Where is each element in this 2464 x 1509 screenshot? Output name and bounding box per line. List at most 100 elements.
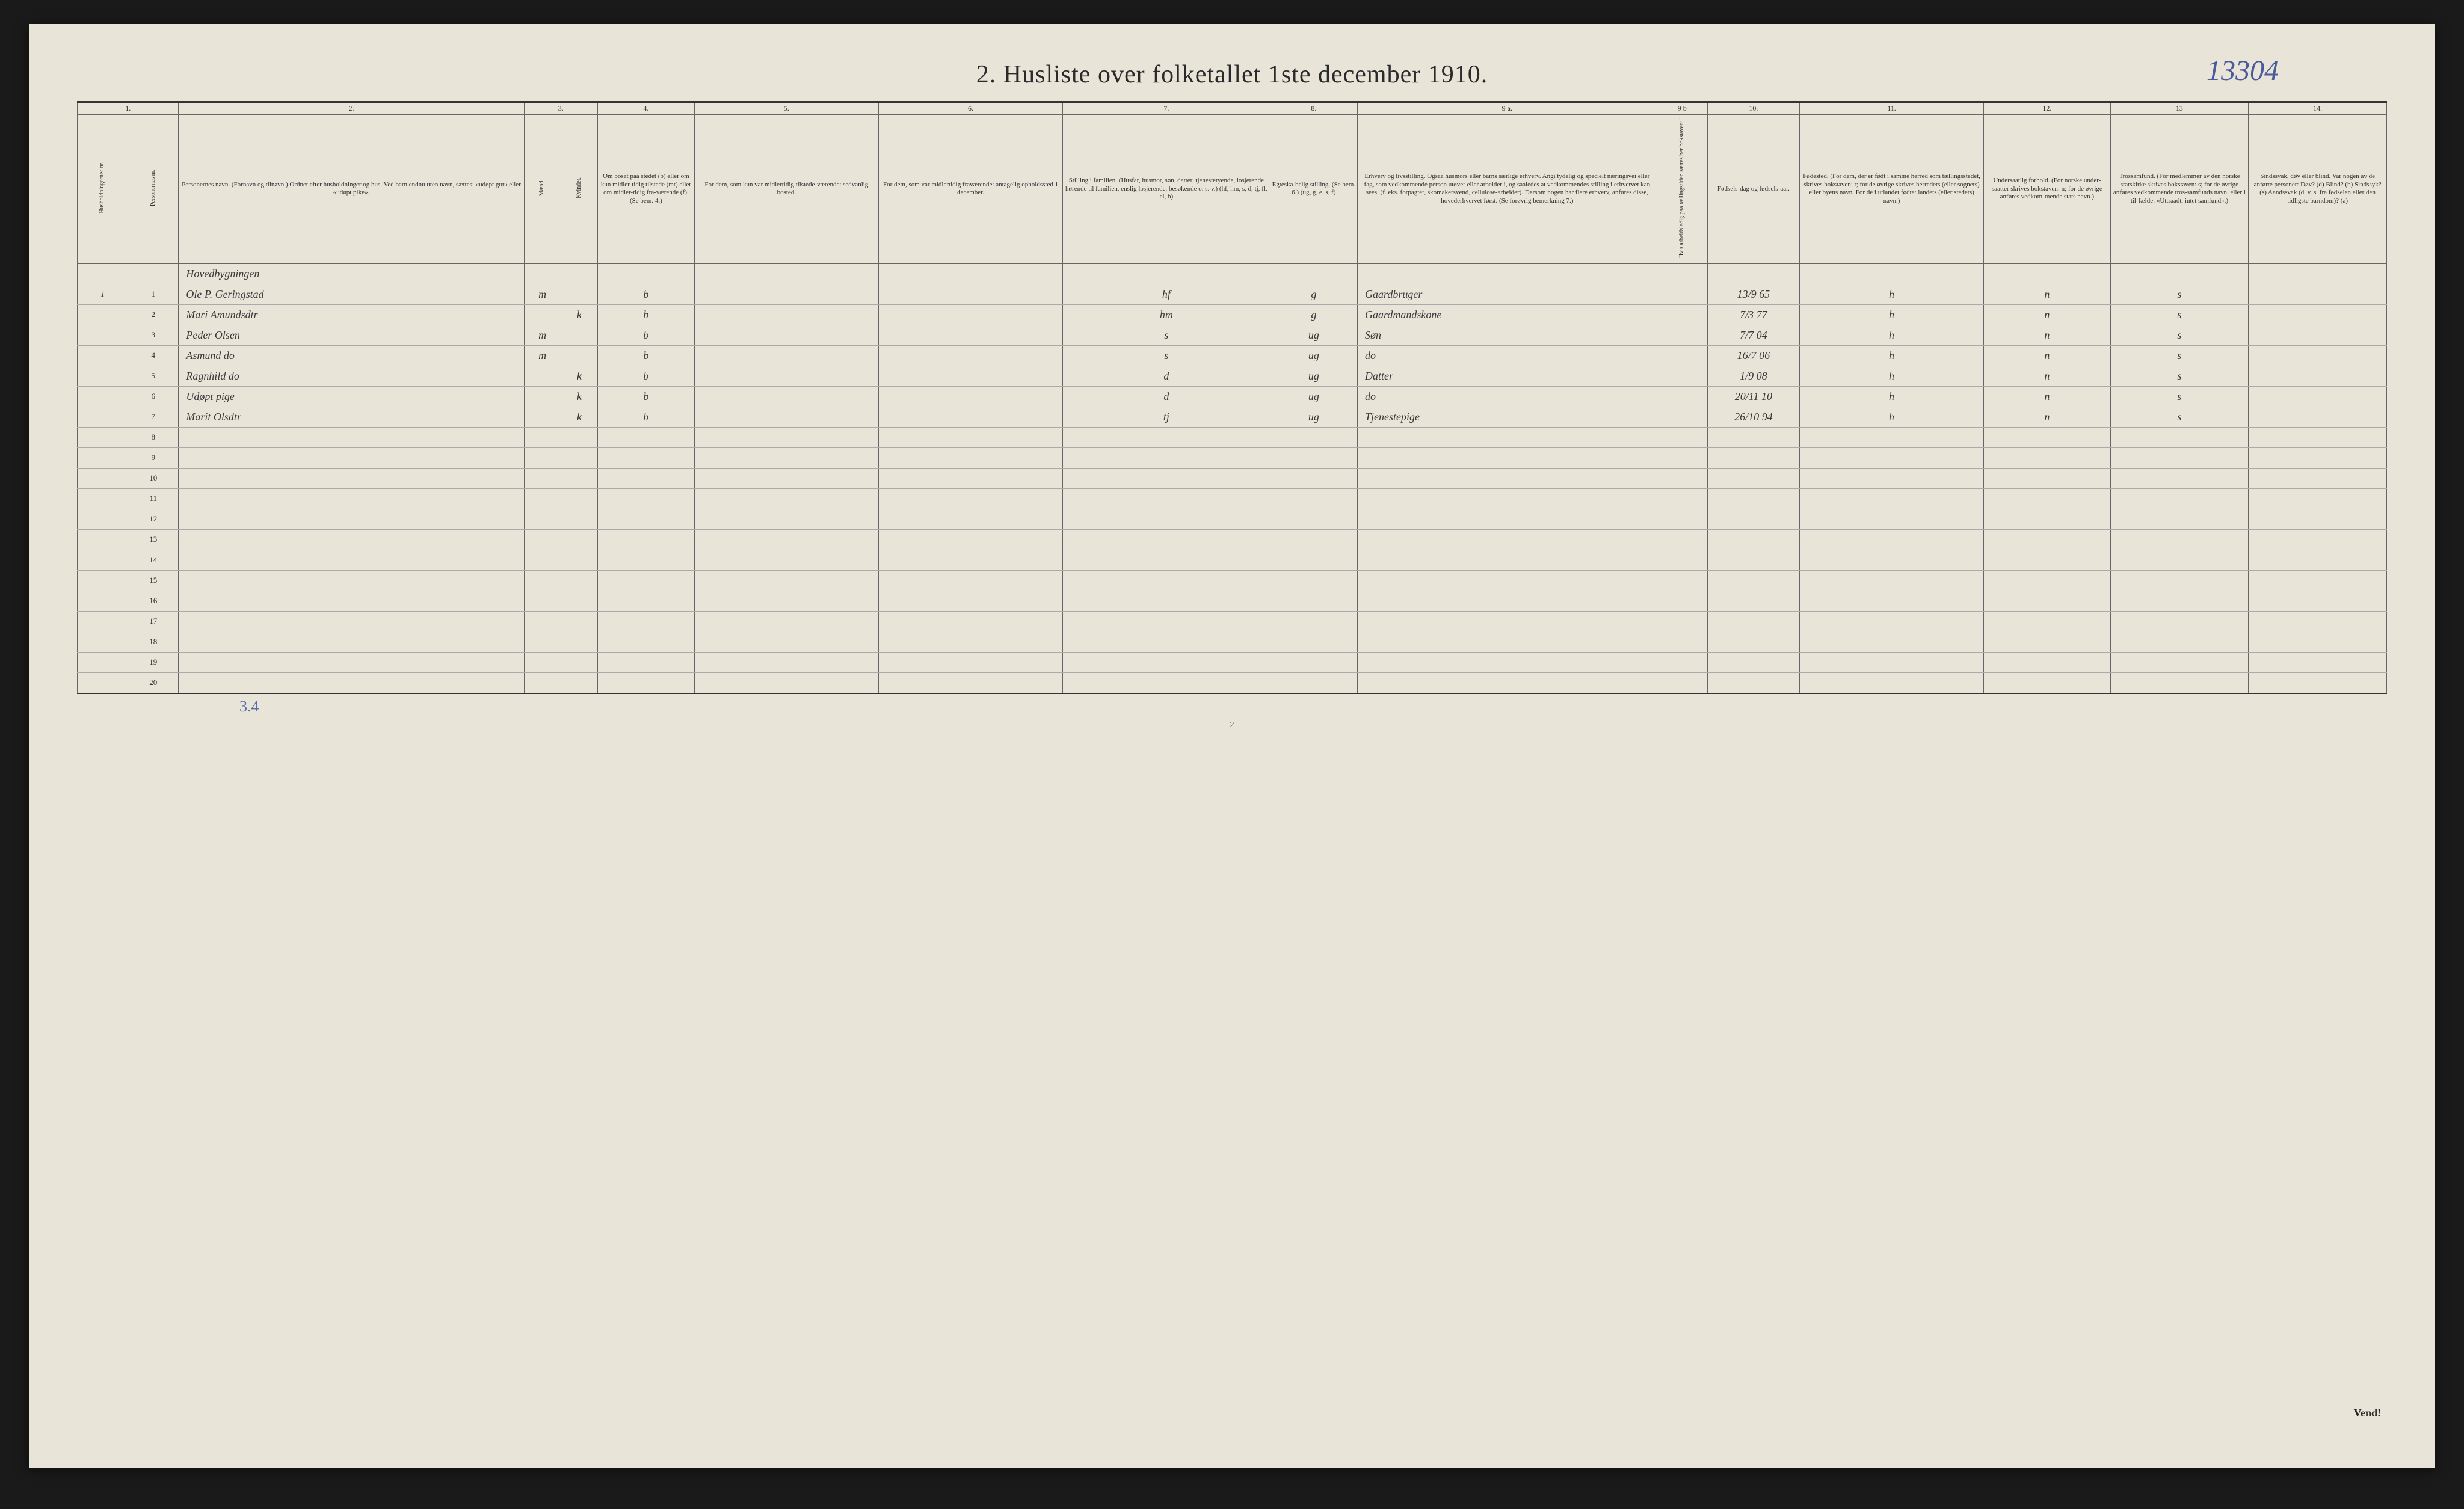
table-row-blank: 14 xyxy=(78,550,2387,570)
table-header: 1. 2. 3. 4. 5. 6. 7. 8. 9 a. 9 b 10. 11.… xyxy=(78,103,2387,263)
table-body: Hovedbygningen11Ole P. GeringstadmbhfgGa… xyxy=(78,263,2387,693)
colnum-10: 10. xyxy=(1707,103,1799,115)
cell-residence: b xyxy=(598,325,695,345)
cell-person-no: 9 xyxy=(128,447,179,468)
colnum-12: 12. xyxy=(1984,103,2111,115)
cell-birthplace: h xyxy=(1799,386,1983,407)
table-wrapper: 1. 2. 3. 4. 5. 6. 7. 8. 9 a. 9 b 10. 11.… xyxy=(77,101,2387,695)
table-row-blank: 15 xyxy=(78,570,2387,591)
footer-page-number: 2 xyxy=(77,721,2387,730)
hdr-nationality: Undersaatlig forhold. (For norske under-… xyxy=(1984,115,2111,264)
handwritten-annotation-top: 13304 xyxy=(2207,54,2279,87)
table-row-blank: 11 xyxy=(78,488,2387,509)
hdr-sex-m: Mænd. xyxy=(524,115,561,264)
cell-temp-present xyxy=(694,284,878,304)
cell-occupation: do xyxy=(1358,345,1657,366)
cell-sex-k: k xyxy=(561,366,597,386)
cell-family-position: s xyxy=(1063,325,1270,345)
colnum-4: 4. xyxy=(598,103,695,115)
cell-sex-k xyxy=(561,325,597,345)
cell-disability xyxy=(2249,345,2387,366)
colnum-2: 2. xyxy=(179,103,524,115)
cell-family-position: d xyxy=(1063,366,1270,386)
table-row-blank: 12 xyxy=(78,509,2387,529)
cell-sex-m: m xyxy=(524,325,561,345)
cell-occupation: Gaardbruger xyxy=(1358,284,1657,304)
cell-sex-k: k xyxy=(561,386,597,407)
hdr-birthdate: Fødsels-dag og fødsels-aar. xyxy=(1707,115,1799,264)
cell-nationality: n xyxy=(1984,345,2111,366)
cell-family-position: tj xyxy=(1063,407,1270,427)
hdr-occupation: Erhverv og livsstilling. Ogsaa husmors e… xyxy=(1358,115,1657,264)
hdr-residence: Om bosat paa stedet (b) eller om kun mid… xyxy=(598,115,695,264)
cell-religion: s xyxy=(2110,407,2249,427)
header-label-row: Husholdningernes nr. Personernes nr. Per… xyxy=(78,115,2387,264)
cell-sex-m xyxy=(524,366,561,386)
cell-nationality: n xyxy=(1984,366,2111,386)
cell-temp-absent xyxy=(878,366,1062,386)
cell-birthdate: 7/3 77 xyxy=(1707,304,1799,325)
cell-person-no: 18 xyxy=(128,632,179,652)
cell-family-position: hf xyxy=(1063,284,1270,304)
census-page: 2. Husliste over folketallet 1ste decemb… xyxy=(29,24,2435,1468)
cell-disability xyxy=(2249,366,2387,386)
cell-person-no: 4 xyxy=(128,345,179,366)
cell-person-no: 12 xyxy=(128,509,179,529)
hdr-sex-m-text: Mænd. xyxy=(538,179,546,196)
cell-household-no xyxy=(78,386,128,407)
cell-household-no xyxy=(78,304,128,325)
cell-temp-absent xyxy=(878,304,1062,325)
cell-sex-m: m xyxy=(524,284,561,304)
cell-temp-present xyxy=(694,325,878,345)
page-title: 2. Husliste over folketallet 1ste decemb… xyxy=(976,60,1488,89)
census-table: 1. 2. 3. 4. 5. 6. 7. 8. 9 a. 9 b 10. 11.… xyxy=(77,103,2387,693)
cell-unemployed xyxy=(1657,366,1707,386)
cell-birthplace: h xyxy=(1799,366,1983,386)
cell-person-no: 17 xyxy=(128,611,179,632)
cell-temp-present xyxy=(694,345,878,366)
cell-marital: ug xyxy=(1270,366,1357,386)
cell-household-no xyxy=(78,325,128,345)
cell-birthdate: 7/7 04 xyxy=(1707,325,1799,345)
cell-person-no: 13 xyxy=(128,529,179,550)
handwritten-annotation-bottom: 3.4 xyxy=(239,698,2387,716)
cell-birthdate: 16/7 06 xyxy=(1707,345,1799,366)
cell-person-no: 7 xyxy=(128,407,179,427)
colnum-6: 6. xyxy=(878,103,1062,115)
cell-unemployed xyxy=(1657,304,1707,325)
cell-temp-absent xyxy=(878,325,1062,345)
cell-temp-present xyxy=(694,366,878,386)
cell-marital: ug xyxy=(1270,325,1357,345)
cell-occupation: Datter xyxy=(1358,366,1657,386)
cell-person-no: 2 xyxy=(128,304,179,325)
cell-residence: b xyxy=(598,284,695,304)
cell-residence: b xyxy=(598,366,695,386)
cell-occupation: Tjenestepige xyxy=(1358,407,1657,427)
cell-marital: ug xyxy=(1270,345,1357,366)
cell-person-no: 15 xyxy=(128,570,179,591)
cell-person-no: 3 xyxy=(128,325,179,345)
cell-person-no: 19 xyxy=(128,652,179,672)
cell-temp-present xyxy=(694,304,878,325)
cell-birthplace: h xyxy=(1799,407,1983,427)
hdr-disability: Sindssvak, døv eller blind. Var nogen av… xyxy=(2249,115,2387,264)
cell-person-no: 11 xyxy=(128,488,179,509)
table-row: 4Asmund dombsugdo16/7 06hns xyxy=(78,345,2387,366)
cell-religion: s xyxy=(2110,386,2249,407)
cell-residence: b xyxy=(598,304,695,325)
cell-person-no: 8 xyxy=(128,427,179,447)
colnum-1: 1. xyxy=(78,103,179,115)
colnum-8: 8. xyxy=(1270,103,1357,115)
section-label: Hovedbygningen xyxy=(179,263,524,284)
cell-family-position: s xyxy=(1063,345,1270,366)
colnum-9b: 9 b xyxy=(1657,103,1707,115)
table-row: 6Udøpt pigekbdugdo20/11 10hns xyxy=(78,386,2387,407)
cell-nationality: n xyxy=(1984,407,2111,427)
cell-name: Ragnhild do xyxy=(179,366,524,386)
cell-disability xyxy=(2249,284,2387,304)
cell-nationality: n xyxy=(1984,325,2111,345)
cell-household-no xyxy=(78,407,128,427)
hdr-birthplace: Fødested. (For dem, der er født i samme … xyxy=(1799,115,1983,264)
cell-religion: s xyxy=(2110,345,2249,366)
cell-temp-absent xyxy=(878,284,1062,304)
